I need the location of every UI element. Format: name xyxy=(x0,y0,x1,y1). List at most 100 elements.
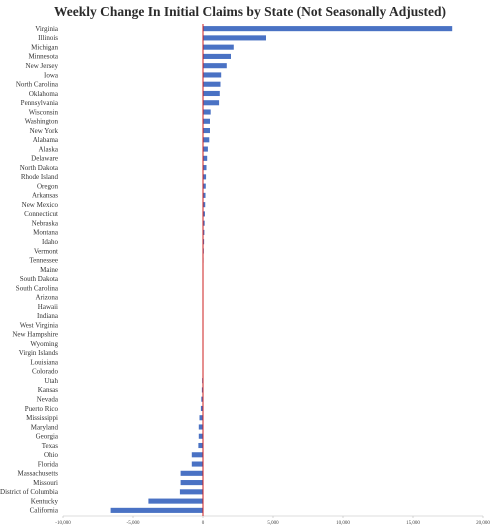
category-label: Michigan xyxy=(31,43,58,51)
category-label: Texas xyxy=(42,442,59,450)
category-label: Puerto Rico xyxy=(25,405,59,413)
bar xyxy=(191,461,203,467)
category-label: Vermont xyxy=(34,247,58,255)
category-label: New Hampshire xyxy=(12,331,58,339)
bar xyxy=(203,137,210,143)
x-tick-label: 20,000 xyxy=(476,521,490,526)
category-label: Virginia xyxy=(35,25,59,33)
category-label: South Dakota xyxy=(20,275,59,283)
bar xyxy=(203,202,206,208)
category-label: Oklahoma xyxy=(29,90,59,98)
category-label: Illinois xyxy=(38,34,58,42)
x-tick-label: 0 xyxy=(202,521,205,526)
bar xyxy=(179,489,203,495)
x-axis: -10,000 -5,000 0 5,000 10,000 15,000 20,000 xyxy=(55,515,490,526)
category-label: Kansas xyxy=(38,386,58,394)
category-label: Missouri xyxy=(33,479,58,487)
category-label: Louisiana xyxy=(30,358,58,366)
category-label: Wyoming xyxy=(30,340,58,348)
category-label: Idaho xyxy=(42,238,58,246)
category-label: New York xyxy=(30,127,59,135)
chart-title: Weekly Change In Initial Claims by State… xyxy=(54,4,446,19)
x-tick-label: -10,000 xyxy=(55,521,71,526)
category-label: Washington xyxy=(25,118,59,126)
bars-layer xyxy=(110,26,453,513)
bar xyxy=(203,63,227,69)
bar xyxy=(198,433,203,439)
bar xyxy=(203,100,220,106)
category-label: Arkansas xyxy=(32,192,58,200)
bar xyxy=(201,387,203,393)
category-label: Iowa xyxy=(44,71,59,79)
bar xyxy=(200,405,203,412)
category-label: Florida xyxy=(38,460,59,468)
category-label: West Virginia xyxy=(20,321,59,329)
category-label: Maryland xyxy=(31,423,59,431)
bar xyxy=(180,470,203,476)
bar xyxy=(203,192,206,198)
category-label: New Jersey xyxy=(26,62,59,70)
category-label: North Dakota xyxy=(20,164,59,172)
bar xyxy=(148,498,203,504)
bar xyxy=(199,415,203,421)
x-tick-label: 15,000 xyxy=(406,521,420,526)
category-label: Delaware xyxy=(31,155,58,163)
category-label: Virgin Islands xyxy=(19,349,59,357)
bar xyxy=(203,174,207,180)
bar xyxy=(203,146,208,152)
category-label: North Carolina xyxy=(16,81,59,89)
bar xyxy=(191,452,203,458)
bar xyxy=(203,109,211,115)
bar xyxy=(203,229,205,235)
bar xyxy=(203,118,210,124)
x-tick-label: -5,000 xyxy=(127,521,140,526)
category-label: Montana xyxy=(33,229,59,237)
category-label: Minnesota xyxy=(28,53,58,61)
bar xyxy=(203,183,206,189)
category-label: District of Columbia xyxy=(0,488,59,496)
category-label: California xyxy=(30,507,59,515)
bar xyxy=(201,396,203,402)
category-label: Rhode Island xyxy=(21,173,59,181)
bar xyxy=(203,90,220,97)
category-label: Kentucky xyxy=(31,497,59,505)
bar xyxy=(203,155,208,161)
category-label: Connecticut xyxy=(24,210,58,218)
category-label: Colorado xyxy=(32,368,59,376)
bar xyxy=(203,72,222,78)
category-label: South Carolina xyxy=(16,284,59,292)
bar xyxy=(198,442,203,449)
category-label: Oregon xyxy=(37,182,58,190)
x-tick-label: 10,000 xyxy=(336,521,350,526)
category-label: Massachusetts xyxy=(18,470,59,478)
category-label: New Mexico xyxy=(22,201,59,209)
x-tick-label: 5,000 xyxy=(267,521,279,526)
bar xyxy=(203,127,210,134)
category-label: Mississippi xyxy=(26,414,58,422)
bar xyxy=(180,480,203,486)
category-label: Wisconsin xyxy=(29,108,59,116)
category-label: Alabama xyxy=(33,136,59,144)
category-label: Maine xyxy=(40,266,58,274)
bar xyxy=(203,44,234,50)
bar xyxy=(203,53,231,59)
bar xyxy=(203,81,221,87)
bar xyxy=(203,35,266,41)
bar xyxy=(203,165,207,171)
category-label: Alaska xyxy=(39,145,59,153)
category-label: Pennsylvania xyxy=(21,99,59,107)
category-label: Nebraska xyxy=(32,219,59,227)
category-label: Arizona xyxy=(35,294,58,302)
category-label: Georgia xyxy=(36,433,59,441)
category-label: Nevada xyxy=(37,395,59,403)
bar xyxy=(198,424,203,430)
bar xyxy=(203,211,205,217)
bar xyxy=(110,507,203,513)
category-label: Tennessee xyxy=(29,257,58,265)
category-label: Indiana xyxy=(37,312,59,320)
bar xyxy=(203,220,205,226)
bar xyxy=(203,239,205,245)
category-label: Hawaii xyxy=(38,303,58,311)
